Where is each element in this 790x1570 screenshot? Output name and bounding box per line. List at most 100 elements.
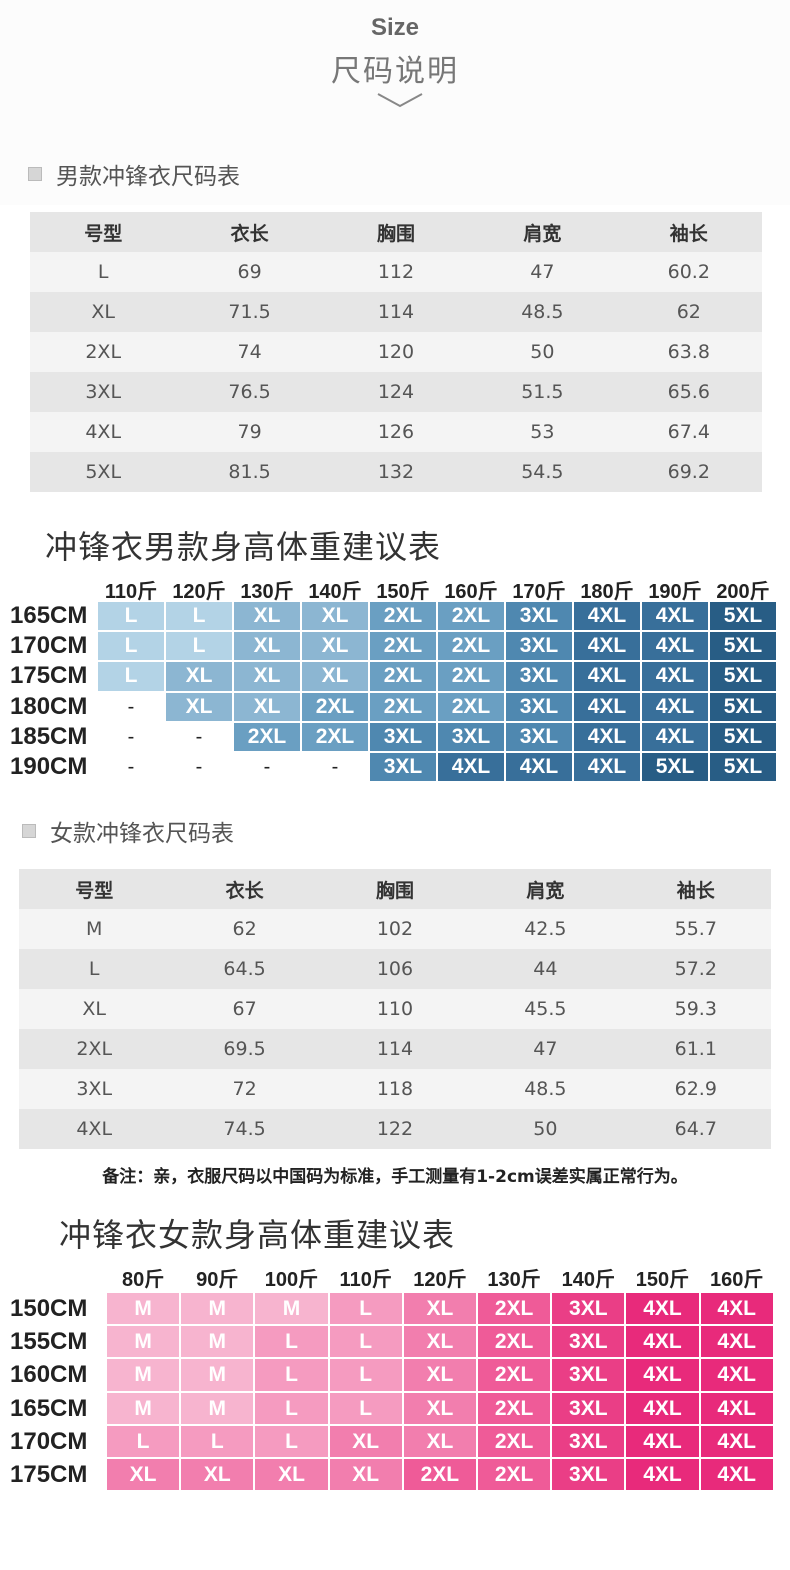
- size-cell: 3XL: [552, 1459, 625, 1491]
- height-label: 175CM: [10, 1461, 88, 1488]
- size-cell: L: [329, 1392, 402, 1424]
- size-cell: 2XL: [302, 692, 368, 721]
- table-cell: 79: [176, 412, 323, 452]
- table-cell: 54.5: [469, 452, 616, 492]
- size-cell: L: [98, 662, 164, 691]
- column-header: 肩宽: [470, 869, 621, 909]
- table-row: 4XL 74.5 122 50 64.7: [19, 1109, 771, 1149]
- table-cell: 5XL: [30, 452, 177, 492]
- table-row: 2XL 74 120 50 63.8: [30, 332, 762, 372]
- weight-label: 130斤: [240, 581, 294, 603]
- size-cell: 4XL: [700, 1392, 773, 1424]
- table-cell: 51.5: [469, 372, 616, 412]
- size-cell: 5XL: [710, 632, 776, 661]
- size-cell: 2XL: [438, 692, 504, 721]
- size-cell: 3XL: [506, 632, 572, 661]
- table-cell: 69.5: [169, 1029, 320, 1069]
- weight-label: 120斤: [413, 1269, 467, 1291]
- weight-label: 110斤: [339, 1269, 392, 1291]
- size-cell: 4XL: [700, 1359, 773, 1391]
- size-cell: XL: [166, 692, 232, 721]
- table-cell: 110: [319, 989, 471, 1029]
- size-cell: M: [181, 1293, 254, 1325]
- size-cell: 2XL: [478, 1459, 551, 1491]
- weight-label: 150斤: [376, 581, 430, 603]
- table-cell: 53: [469, 412, 616, 452]
- table-cell: 45.5: [470, 989, 621, 1029]
- table-cell: 3XL: [30, 372, 177, 412]
- table-header-row: 号型 衣长 胸围 肩宽 袖长: [19, 869, 771, 909]
- size-cell: 4XL: [700, 1293, 773, 1325]
- size-cell: L: [255, 1392, 328, 1424]
- table-cell: 112: [322, 252, 470, 292]
- size-cell: L: [329, 1326, 402, 1358]
- weight-label: 140斤: [308, 581, 362, 603]
- table-cell: 2XL: [30, 332, 177, 372]
- size-cell: 4XL: [574, 692, 640, 721]
- table-cell: 74: [176, 332, 323, 372]
- table-cell: 2XL: [19, 1029, 170, 1069]
- table-cell: 61.1: [620, 1029, 771, 1069]
- table-cell: 57.2: [620, 949, 771, 989]
- size-cell: XL: [403, 1326, 476, 1358]
- size-cell: 3XL: [506, 602, 572, 631]
- men-size-section-title: 男款冲锋衣尺码表: [28, 157, 240, 191]
- square-bullet-icon: [28, 167, 42, 181]
- weight-label: 180斤: [580, 581, 634, 603]
- size-title-cn: 尺码说明: [331, 54, 459, 89]
- size-cell: L: [329, 1359, 402, 1391]
- height-label: 155CM: [10, 1328, 88, 1356]
- size-cell: 4XL: [574, 632, 640, 661]
- size-cell: L: [107, 1425, 180, 1457]
- size-cell: XL: [403, 1359, 476, 1391]
- weight-label: 100斤: [264, 1269, 319, 1291]
- table-cell: 48.5: [469, 292, 616, 332]
- weight-label: 130斤: [487, 1269, 541, 1291]
- table-cell: 44: [470, 949, 621, 989]
- empty-cell: -: [195, 725, 203, 748]
- size-cell: XL: [166, 662, 232, 691]
- size-cell: 2XL: [478, 1392, 551, 1424]
- size-cell: 4XL: [700, 1326, 773, 1358]
- weight-label: 160斤: [710, 1269, 764, 1291]
- table-cell: 42.5: [470, 909, 621, 949]
- size-cell: L: [166, 602, 232, 631]
- size-cell: 5XL: [710, 753, 776, 782]
- table-cell: 132: [322, 452, 470, 492]
- women-size-title-text: 女款冲锋衣尺码表: [50, 821, 234, 847]
- size-cell: 5XL: [710, 692, 776, 721]
- table-cell: 59.3: [620, 989, 771, 1029]
- table-cell: 64.7: [620, 1109, 771, 1149]
- size-cell: XL: [329, 1459, 402, 1491]
- size-cell: 5XL: [710, 662, 776, 691]
- table-cell: 114: [322, 292, 470, 332]
- empty-cell: -: [127, 695, 135, 718]
- table-cell: 72: [169, 1069, 320, 1109]
- size-cell: XL: [403, 1293, 476, 1325]
- table-cell: 126: [322, 412, 470, 452]
- height-label: 175CM: [10, 662, 88, 690]
- size-cell: 4XL: [626, 1359, 699, 1391]
- column-header: 肩宽: [469, 212, 616, 252]
- empty-cell: -: [127, 725, 135, 748]
- table-cell: XL: [30, 292, 177, 332]
- column-header: 袖长: [620, 869, 771, 909]
- column-header: 衣长: [169, 869, 320, 909]
- page-header: Size 尺码说明: [0, 0, 790, 205]
- height-label: 170CM: [10, 632, 88, 660]
- size-cell: 2XL: [478, 1425, 551, 1457]
- size-cell: 4XL: [626, 1425, 699, 1457]
- height-label: 170CM: [10, 1427, 88, 1455]
- size-cell: 5XL: [642, 753, 708, 782]
- size-cell: 2XL: [478, 1293, 551, 1325]
- table-row: 2XL 69.5 114 47 61.1: [19, 1029, 771, 1069]
- size-cell: 4XL: [574, 662, 640, 691]
- table-cell: 60.2: [615, 252, 762, 292]
- women-rec-title: 冲锋衣女款身高体重建议表: [59, 1216, 456, 1254]
- table-cell: 55.7: [620, 909, 771, 949]
- table-cell: 64.5: [169, 949, 320, 989]
- men-size-table: 号型 衣长 胸围 肩宽 袖长 L 69 112 47 60.2 XL 71.5 114 48.5 62 2XL…: [30, 212, 762, 492]
- table-cell: 50: [470, 1109, 621, 1149]
- size-cell: XL: [329, 1425, 402, 1457]
- table-cell: 76.5: [176, 372, 323, 412]
